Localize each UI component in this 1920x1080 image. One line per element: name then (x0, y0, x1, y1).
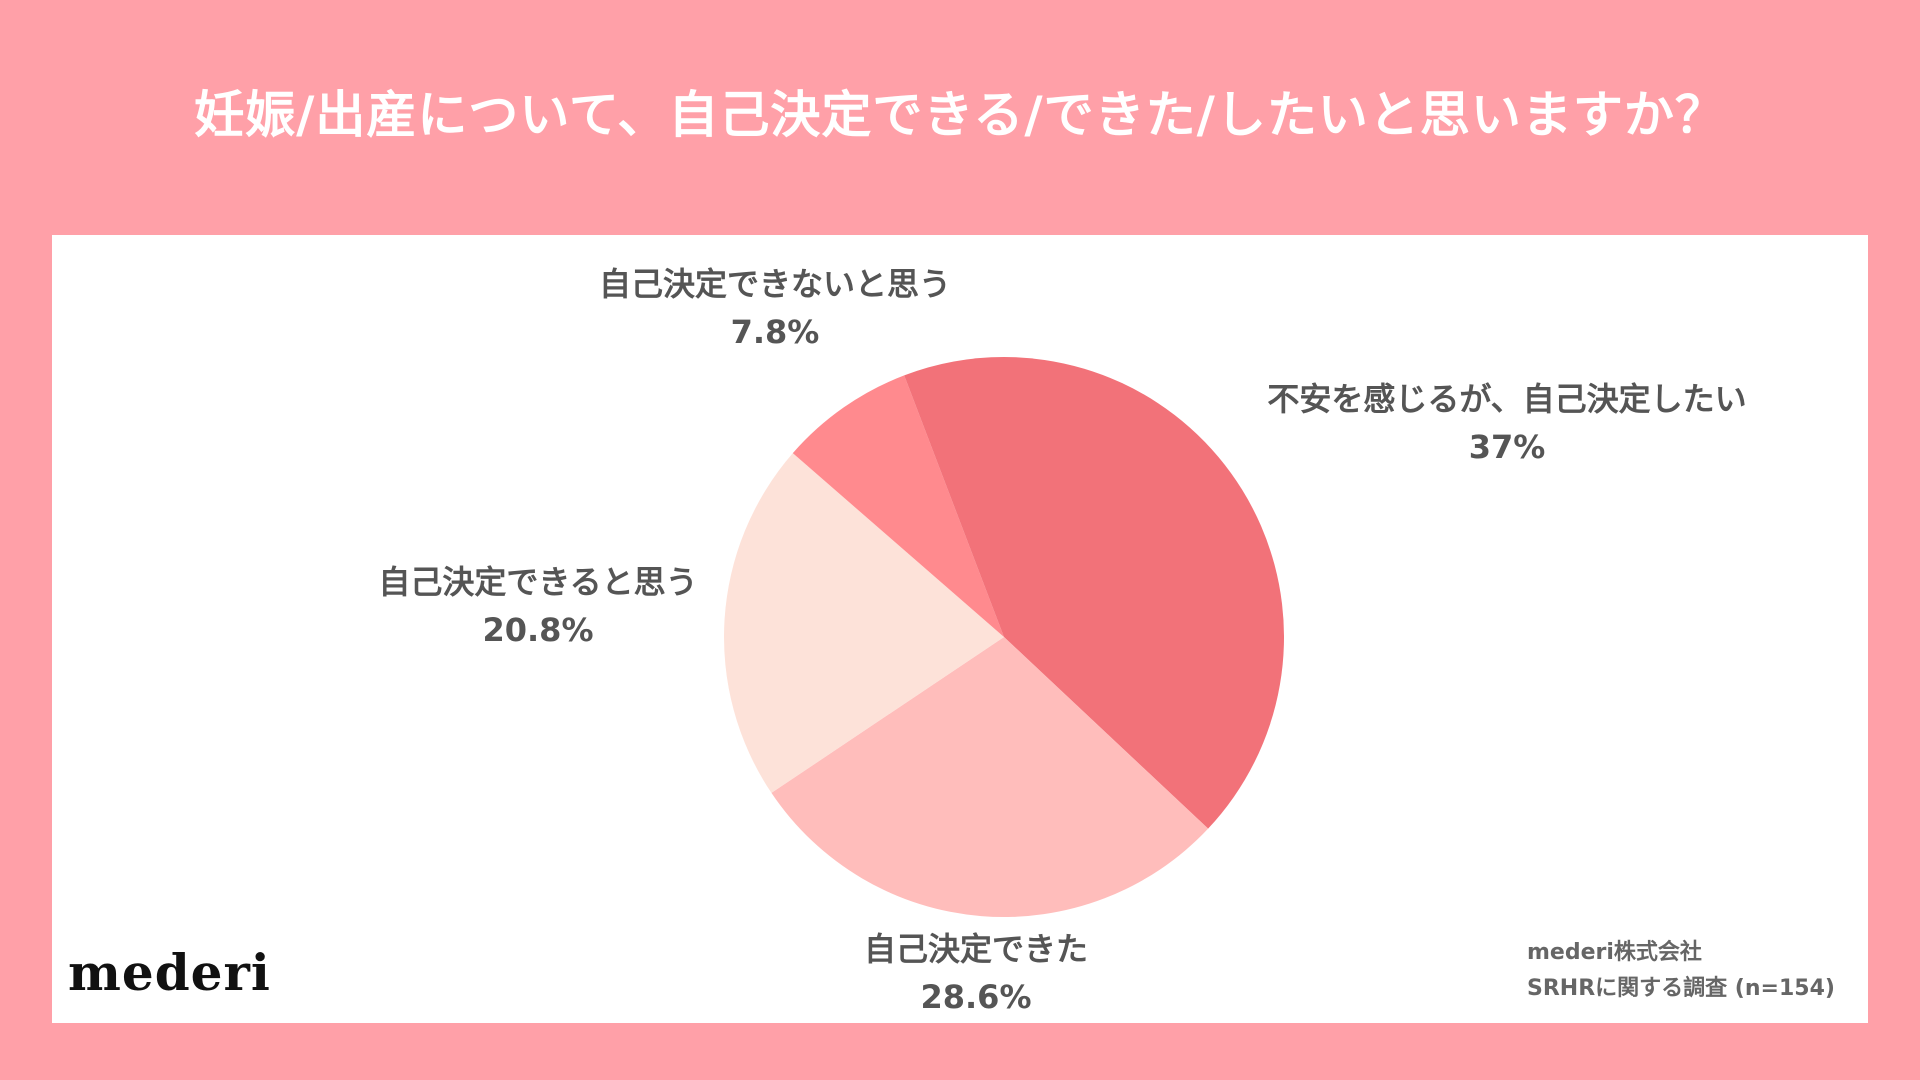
mederi-logo: mederi (68, 943, 271, 1002)
slice-label-3-value: 7.8% (730, 313, 820, 351)
source-survey: SRHRに関する調査 (n=154) (1527, 976, 1835, 1001)
slice-label-3-name: 自己決定できないと思う (598, 265, 952, 303)
pie-slices (724, 357, 1284, 917)
slice-label-1-name: 自己決定できた (863, 930, 1089, 968)
slice-label-2-name: 自己決定できると思う (378, 563, 698, 601)
pie-slice-4 (904, 357, 1004, 637)
slice-label-0-name: 不安を感じるが、自己決定したい (1267, 380, 1747, 418)
source-company: mederi株式会社 (1527, 940, 1702, 965)
chart-panel: 不安を感じるが、自己決定したい 37% 自己決定できた 28.6% 自己決定でき… (52, 235, 1868, 1023)
slice-label-3: 自己決定できないと思う 7.8% (599, 260, 951, 356)
slice-label-1-value: 28.6% (920, 978, 1032, 1016)
slice-label-0-value: 37% (1468, 428, 1546, 466)
slice-label-0: 不安を感じるが、自己決定したい 37% (1267, 375, 1746, 471)
slice-label-2-value: 20.8% (482, 611, 594, 649)
pie-chart (724, 357, 1284, 917)
pie-slice-1 (771, 637, 1209, 917)
chart-title: 妊娠/出産について、自己決定できる/できた/したいと思いますか？ (194, 86, 1726, 144)
pie-slice-0 (1004, 357, 1284, 829)
slice-label-2: 自己決定できると思う 20.8% (378, 558, 697, 654)
pie-slice-3 (792, 375, 1004, 637)
pie-slice-2 (724, 453, 1004, 793)
slice-label-1: 自己決定できた 28.6% (864, 925, 1088, 1021)
source-note: mederi株式会社 SRHRに関する調査 (n=154) (1527, 935, 1835, 1007)
